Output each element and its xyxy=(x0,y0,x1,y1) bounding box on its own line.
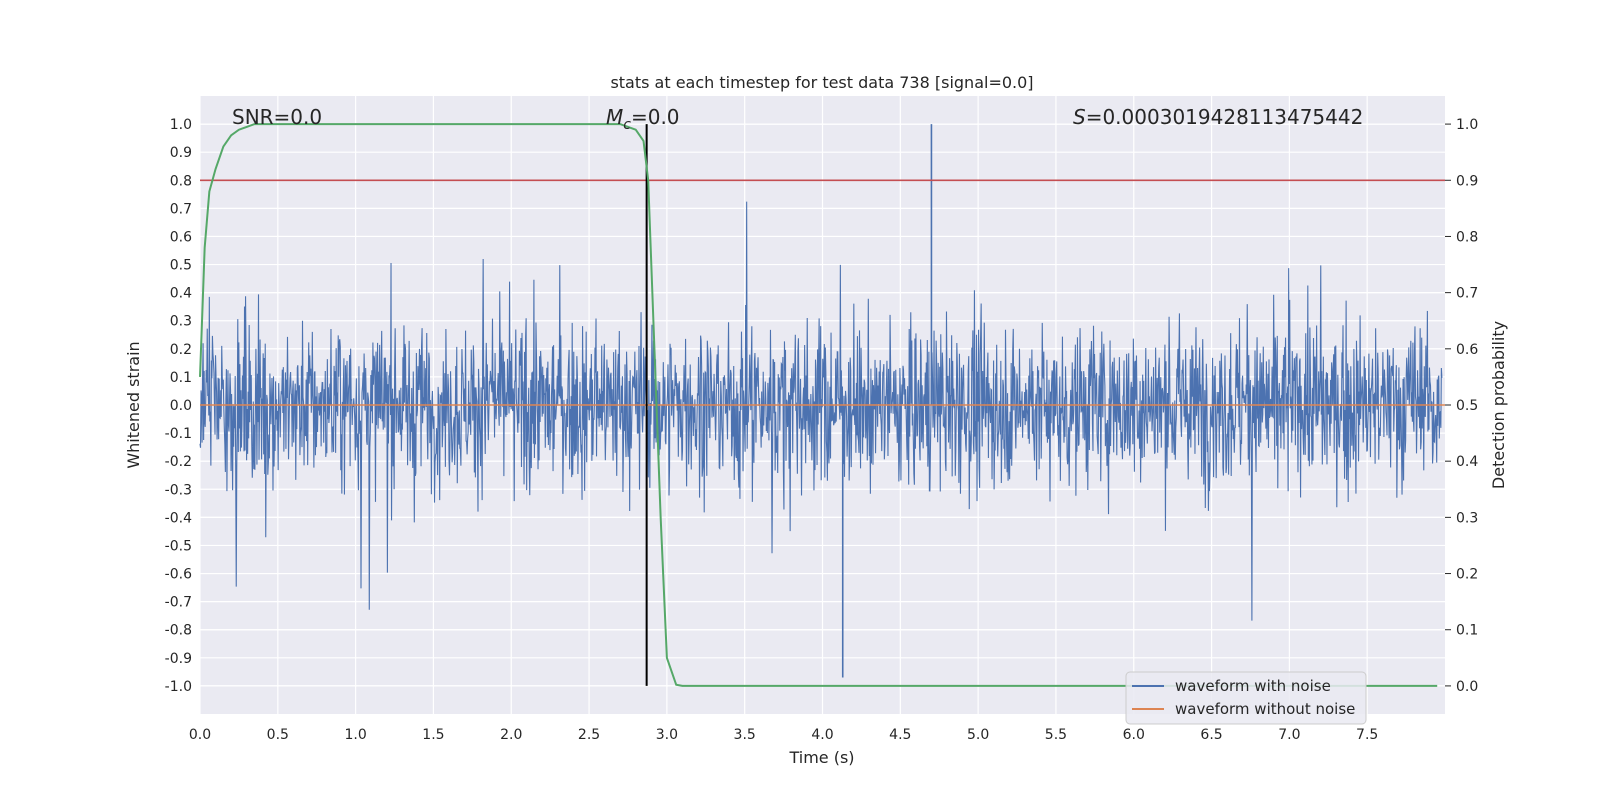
x-tick-label: 3.5 xyxy=(734,727,756,743)
series-waveform-with-noise xyxy=(199,124,1443,678)
y2-tick-label: 0.4 xyxy=(1456,454,1478,470)
x-tick-label: 5.0 xyxy=(967,727,989,743)
x-tick-label: 1.0 xyxy=(344,727,366,743)
y2-tick-label: 0.0 xyxy=(1456,679,1478,695)
y-tick-label: 0.1 xyxy=(170,370,192,386)
x-tick-label: 2.0 xyxy=(500,727,522,743)
x-axis-label: Time (s) xyxy=(788,748,854,767)
x-tick-label: 7.0 xyxy=(1278,727,1300,743)
x-tick-label: 0.0 xyxy=(189,727,211,743)
x-tick-label: 3.0 xyxy=(656,727,678,743)
x-tick-label: 6.5 xyxy=(1200,727,1222,743)
detection-probability-curve xyxy=(199,123,1438,687)
snr-annotation: SNR=0.0 xyxy=(232,105,322,129)
legend-box xyxy=(1125,671,1367,725)
y-tick-label: -0.1 xyxy=(165,426,192,442)
s-annotation: S=0.0003019428113475442 xyxy=(1073,105,1363,129)
x-tick-label: 5.5 xyxy=(1045,727,1067,743)
y2-tick-label: 0.1 xyxy=(1456,623,1478,639)
y2-axis-label: Detection probability xyxy=(1489,321,1508,489)
s-symbol: S xyxy=(1073,105,1086,129)
y2-tick-label: 0.6 xyxy=(1456,342,1478,358)
x-tick-label: 0.5 xyxy=(267,727,289,743)
x-tick-label: 2.5 xyxy=(578,727,600,743)
mc-value: =0.0 xyxy=(631,105,680,129)
y-tick-label: 0.4 xyxy=(170,286,192,302)
overlays xyxy=(199,123,1445,687)
axes: 0.0 0.5 1.0 1.5 2.0 2.5 3.0 3.5 4.0 4.5 5.0 5.5 6.0 6… xyxy=(165,117,1479,743)
y-tick-label: 0.8 xyxy=(170,173,192,189)
y2-tick-label: 0.2 xyxy=(1456,567,1478,583)
x-tick-label: 1.5 xyxy=(422,727,444,743)
y-tick-label: 0.7 xyxy=(170,201,192,217)
y2-tick-label: 0.3 xyxy=(1456,510,1478,526)
y-tick-label: -0.2 xyxy=(165,454,192,470)
x-tick-label: 4.5 xyxy=(889,727,911,743)
y-tick-label: -0.4 xyxy=(165,510,192,526)
y-tick-label: -0.6 xyxy=(165,567,192,583)
y2-tick-label: 0.8 xyxy=(1456,229,1478,245)
y-tick-label: 0.2 xyxy=(170,342,192,358)
mc-symbol: M xyxy=(606,105,623,129)
y2-tick-label: 0.9 xyxy=(1456,173,1478,189)
y-tick-label: 0.5 xyxy=(170,258,192,274)
y-tick-label: -0.5 xyxy=(165,538,192,554)
y-tick-label: -0.7 xyxy=(165,595,192,611)
y-tick-label: 1.0 xyxy=(170,117,192,133)
chart-title: stats at each timestep for test data 738… xyxy=(610,73,1033,92)
x-tick-label: 7.5 xyxy=(1356,727,1378,743)
x-tick-label: 6.0 xyxy=(1123,727,1145,743)
y-tick-label: 0.3 xyxy=(170,314,192,330)
y-tick-label: -0.8 xyxy=(165,623,192,639)
legend-label-without-noise: waveform without noise xyxy=(1175,700,1355,718)
noise-waveform-path xyxy=(199,201,1443,621)
y2-tick-label: 0.5 xyxy=(1456,398,1478,414)
y-tick-label: -0.3 xyxy=(165,482,192,498)
y-axis-label: Whitened strain xyxy=(124,341,143,468)
mc-subscript: c xyxy=(623,117,631,133)
y-tick-label: 0.9 xyxy=(170,145,192,161)
y2-tick-label: 0.7 xyxy=(1456,286,1478,302)
y-tick-label: 0.0 xyxy=(170,398,192,414)
y-tick-label: -0.9 xyxy=(165,651,192,667)
x-tick-label: 4.0 xyxy=(811,727,833,743)
y2-tick-label: 1.0 xyxy=(1456,117,1478,133)
y-tick-label: 0.6 xyxy=(170,229,192,245)
mc-annotation: Mc=0.0 xyxy=(606,105,680,133)
legend: waveform with noise waveform without noi… xyxy=(1125,671,1367,725)
s-value: =0.0003019428113475442 xyxy=(1086,105,1364,129)
legend-label-with-noise: waveform with noise xyxy=(1175,677,1331,695)
y-tick-label: -1.0 xyxy=(165,679,192,695)
